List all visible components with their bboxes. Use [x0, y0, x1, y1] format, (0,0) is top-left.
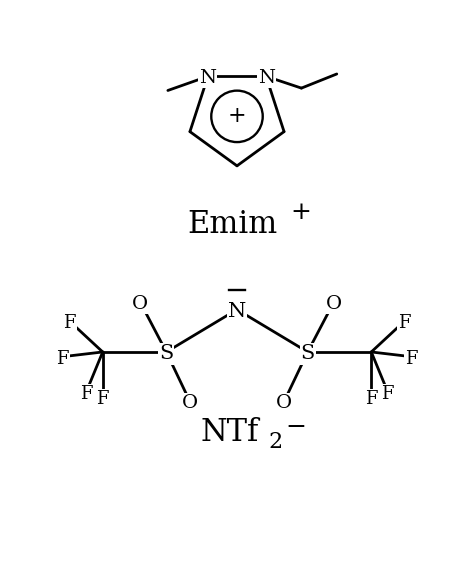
Text: S: S	[301, 344, 315, 363]
Text: F: F	[405, 349, 418, 368]
Text: N: N	[200, 69, 217, 88]
Text: NTf: NTf	[201, 416, 259, 447]
Text: F: F	[382, 385, 394, 403]
Text: O: O	[326, 296, 342, 313]
Text: F: F	[96, 390, 109, 408]
Text: O: O	[132, 296, 148, 313]
Text: F: F	[398, 315, 410, 332]
Text: N: N	[228, 302, 246, 321]
Text: F: F	[64, 315, 76, 332]
Text: +: +	[290, 201, 311, 224]
Text: 2: 2	[269, 431, 283, 454]
Text: F: F	[56, 349, 69, 368]
Text: Emim: Emim	[187, 209, 277, 240]
Text: S: S	[159, 344, 173, 363]
Text: −: −	[285, 416, 306, 439]
Text: F: F	[365, 390, 378, 408]
Text: N: N	[257, 69, 274, 88]
Text: F: F	[80, 385, 92, 403]
Text: O: O	[182, 395, 198, 412]
Text: O: O	[276, 395, 292, 412]
Text: +: +	[228, 105, 246, 128]
